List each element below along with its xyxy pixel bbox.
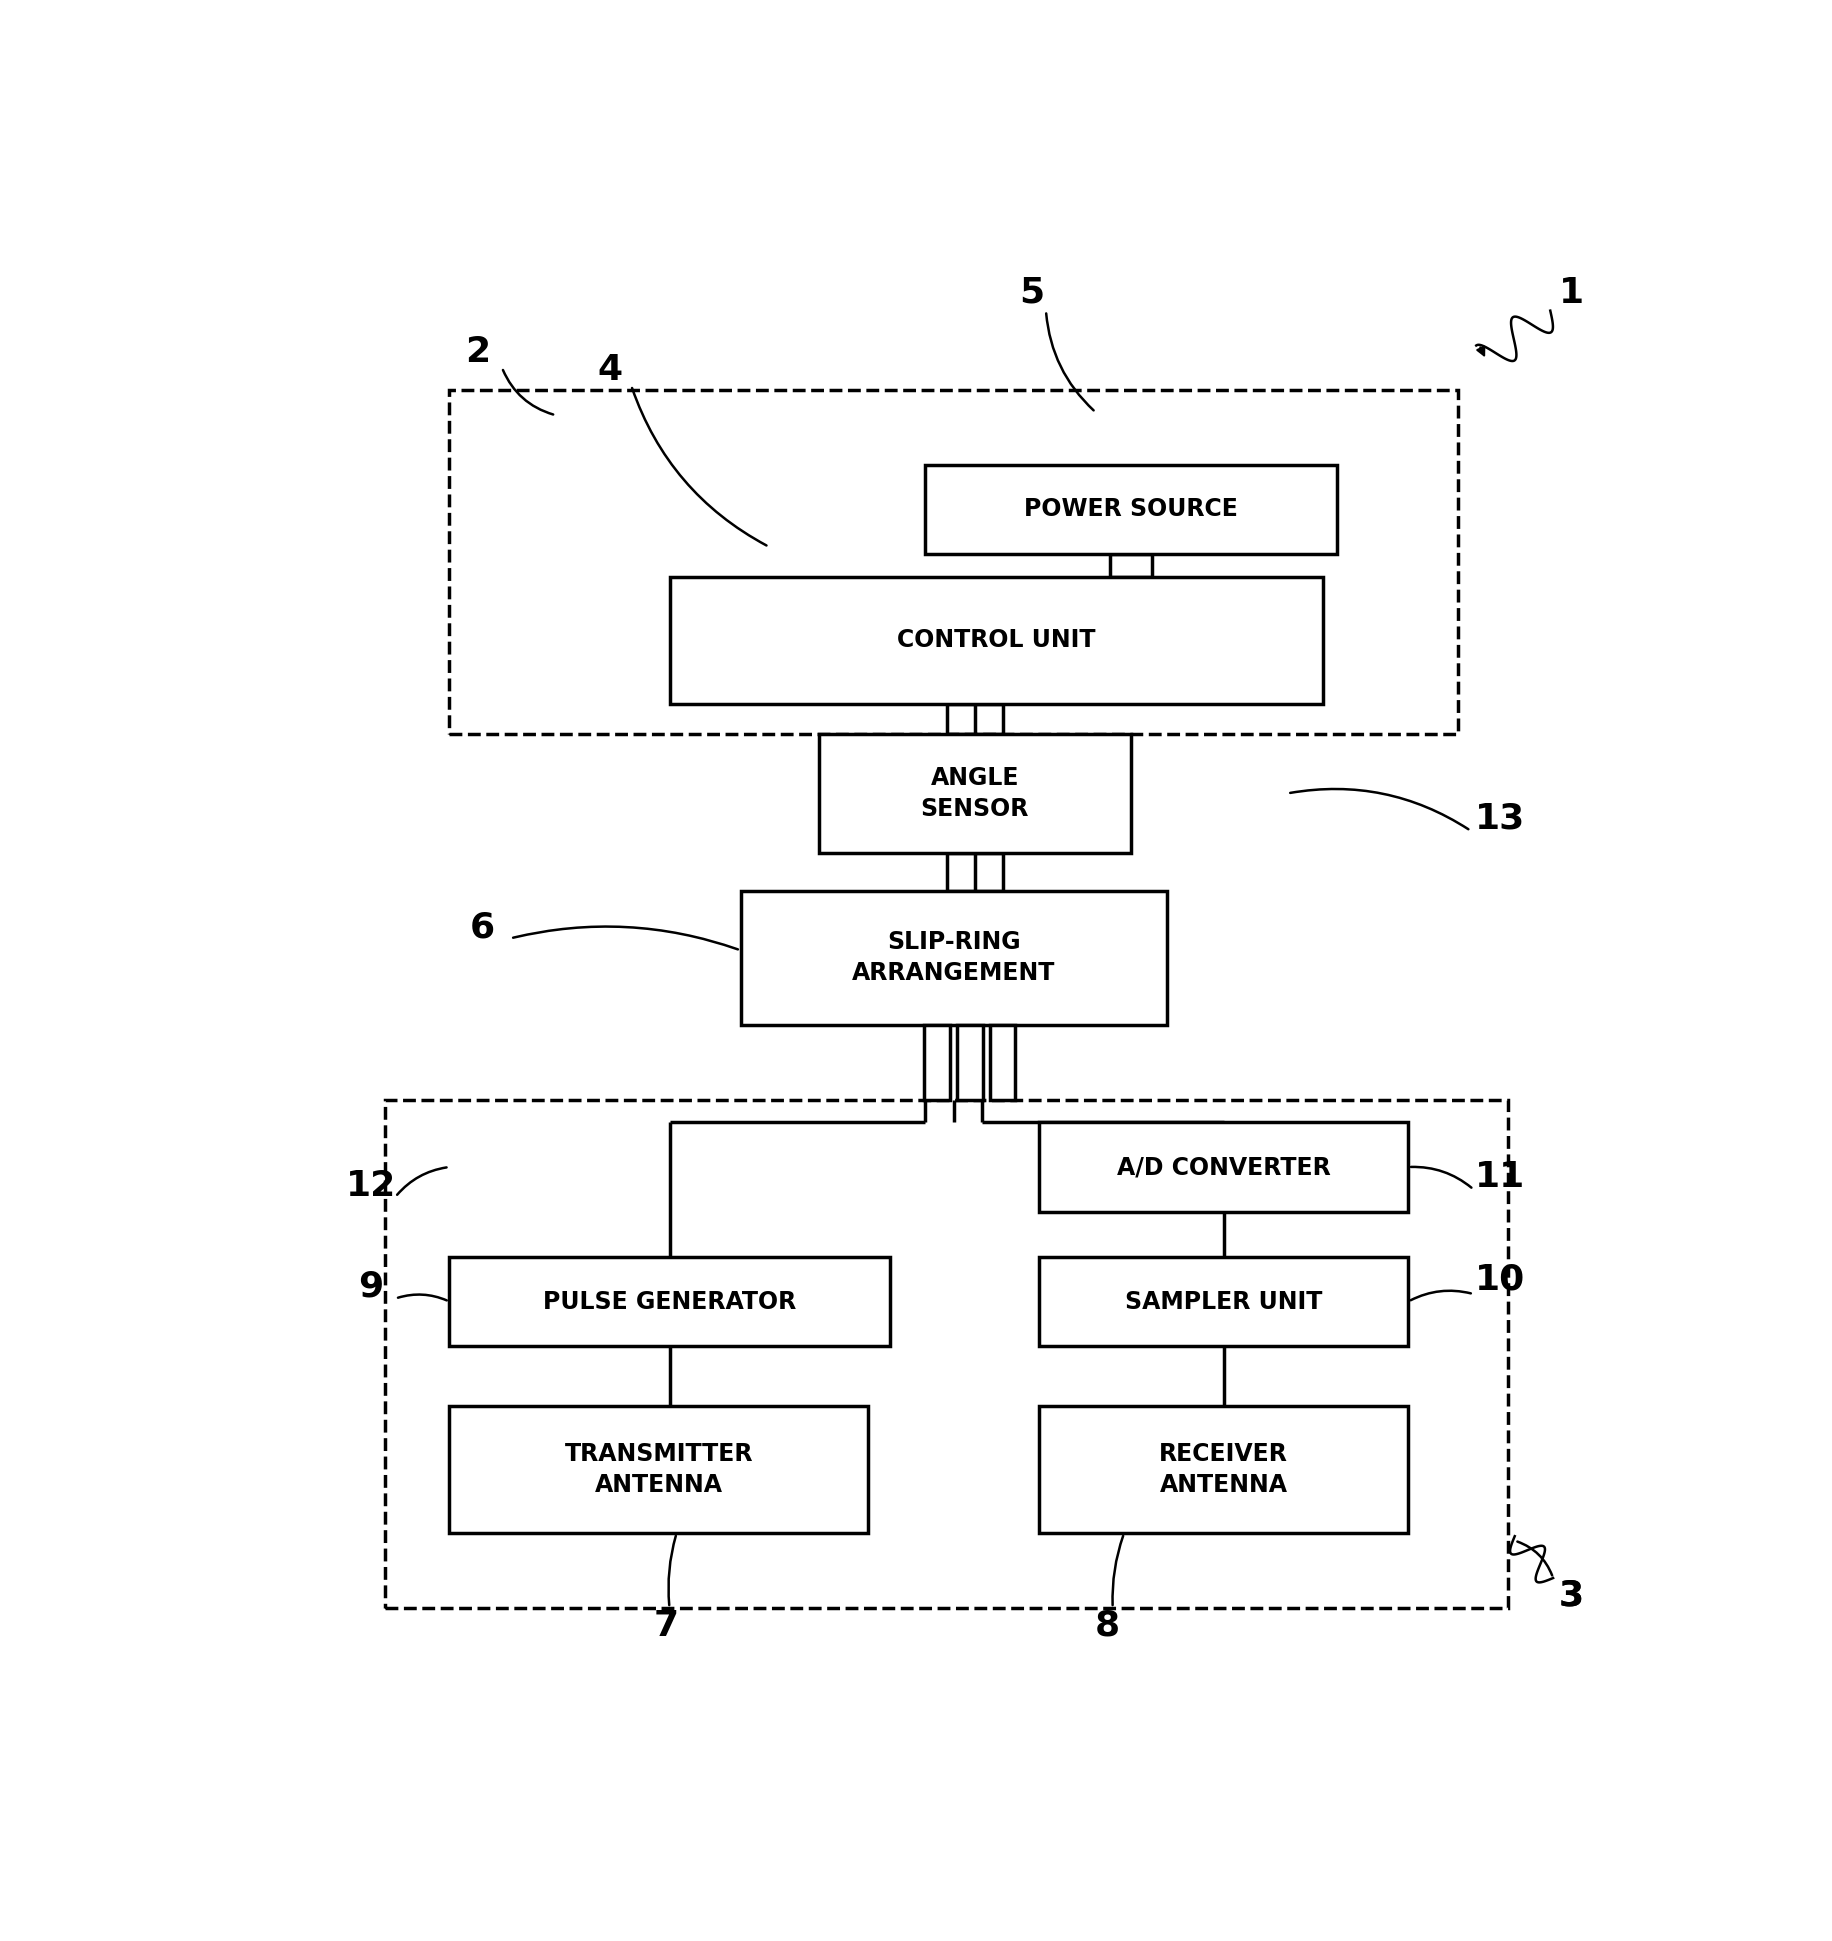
- Bar: [989, 1025, 1015, 1101]
- Text: 3: 3: [1559, 1578, 1583, 1613]
- Text: 7: 7: [654, 1609, 680, 1642]
- Text: ANGLE
SENSOR: ANGLE SENSOR: [920, 767, 1028, 821]
- Text: SLIP-RING
ARRANGEMENT: SLIP-RING ARRANGEMENT: [852, 930, 1055, 986]
- FancyArrowPatch shape: [632, 388, 766, 545]
- Bar: [449, 390, 1456, 734]
- FancyArrowPatch shape: [1112, 1535, 1123, 1605]
- Bar: [819, 734, 1130, 854]
- FancyArrowPatch shape: [398, 1295, 447, 1300]
- Text: CONTROL UNIT: CONTROL UNIT: [896, 629, 1096, 652]
- FancyArrowPatch shape: [502, 371, 553, 415]
- Text: 8: 8: [1094, 1609, 1119, 1642]
- Text: PULSE GENERATOR: PULSE GENERATOR: [542, 1289, 795, 1314]
- Text: 13: 13: [1475, 802, 1524, 837]
- FancyArrowPatch shape: [513, 926, 738, 949]
- Bar: [669, 576, 1323, 705]
- FancyArrowPatch shape: [398, 1167, 447, 1196]
- Text: 10: 10: [1475, 1262, 1524, 1297]
- FancyArrowPatch shape: [1411, 1167, 1471, 1188]
- FancyArrowPatch shape: [1411, 1291, 1469, 1300]
- Bar: [449, 1405, 868, 1533]
- Text: 12: 12: [346, 1170, 396, 1203]
- Bar: [449, 1256, 889, 1347]
- Text: 3: 3: [1559, 1578, 1583, 1613]
- Bar: [1039, 1122, 1407, 1211]
- Bar: [1039, 1405, 1407, 1533]
- Text: A/D CONVERTER: A/D CONVERTER: [1116, 1155, 1330, 1178]
- Text: RECEIVER
ANTENNA: RECEIVER ANTENNA: [1158, 1442, 1288, 1497]
- Bar: [740, 891, 1165, 1025]
- FancyArrowPatch shape: [1517, 1541, 1552, 1576]
- Bar: [923, 1025, 949, 1101]
- Text: 5: 5: [1019, 276, 1044, 311]
- Text: SAMPLER UNIT: SAMPLER UNIT: [1125, 1289, 1321, 1314]
- FancyArrowPatch shape: [1046, 313, 1094, 410]
- FancyArrowPatch shape: [1290, 788, 1467, 829]
- Bar: [1039, 1256, 1407, 1347]
- Bar: [385, 1101, 1506, 1607]
- Text: 9: 9: [359, 1269, 383, 1304]
- Text: 4: 4: [597, 353, 623, 388]
- Text: 6: 6: [469, 910, 495, 945]
- Text: 11: 11: [1475, 1161, 1524, 1194]
- Bar: [925, 464, 1337, 555]
- Bar: [956, 1025, 982, 1101]
- Text: 1: 1: [1559, 276, 1583, 311]
- Text: TRANSMITTER
ANTENNA: TRANSMITTER ANTENNA: [564, 1442, 753, 1497]
- Text: POWER SOURCE: POWER SOURCE: [1024, 497, 1237, 522]
- Text: 2: 2: [465, 336, 489, 369]
- FancyArrowPatch shape: [669, 1535, 676, 1605]
